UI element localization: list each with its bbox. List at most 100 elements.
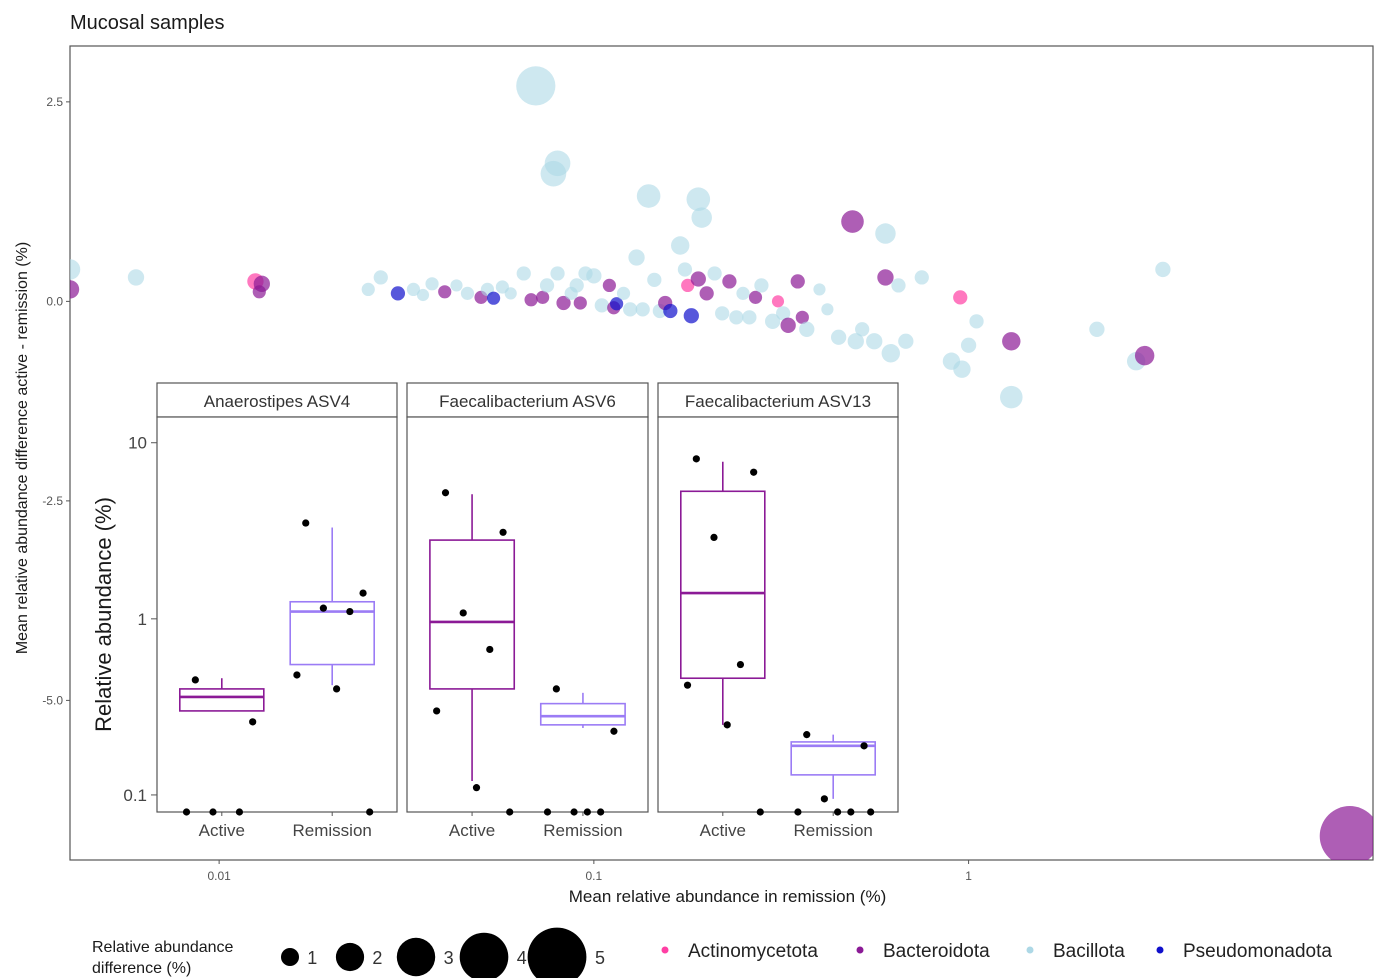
scatter-point bbox=[953, 360, 971, 378]
scatter-point bbox=[460, 286, 475, 300]
y-axis-label: Mean relative abundance difference activ… bbox=[14, 242, 31, 654]
scatter-point bbox=[691, 207, 712, 228]
scatter-point bbox=[813, 283, 826, 296]
scatter-point bbox=[70, 280, 80, 299]
scatter-point bbox=[127, 269, 145, 286]
scatter-point bbox=[1000, 385, 1023, 409]
scatter-point bbox=[722, 274, 737, 289]
facet-strip-label: Faecalibacterium ASV6 bbox=[439, 392, 616, 411]
facet-strip bbox=[657, 382, 899, 418]
scatter-point bbox=[771, 295, 785, 308]
scatter-point bbox=[866, 333, 883, 350]
box-point bbox=[570, 808, 578, 816]
box-point bbox=[820, 795, 828, 803]
scatter-point bbox=[486, 291, 501, 305]
x-axis-label: Mean relative abundance in remission (%) bbox=[569, 887, 887, 906]
scatter-point bbox=[573, 296, 587, 310]
scatter-point bbox=[1319, 806, 1373, 860]
scatter-point bbox=[594, 298, 609, 313]
size-legend-label: 3 bbox=[444, 948, 454, 968]
x-tick-label: 1 bbox=[965, 869, 972, 883]
scatter-point bbox=[616, 286, 631, 300]
size-legend-key bbox=[527, 927, 587, 978]
scatter-point bbox=[780, 317, 796, 333]
scatter-point bbox=[841, 210, 864, 233]
scatter-point bbox=[748, 290, 763, 304]
box-point bbox=[319, 604, 327, 612]
box-point bbox=[736, 660, 745, 669]
x-tick-label: 0.1 bbox=[586, 869, 603, 883]
scatter-point bbox=[524, 293, 538, 307]
box-point bbox=[249, 718, 257, 726]
scatter-point bbox=[891, 278, 906, 293]
scatter-point bbox=[1155, 261, 1171, 278]
inset-x-tick-label: Active bbox=[700, 821, 746, 840]
box-point bbox=[683, 681, 692, 689]
scatter-point bbox=[70, 259, 81, 280]
facet-strip-label: Faecalibacterium ASV13 bbox=[685, 392, 871, 411]
box-point bbox=[441, 489, 450, 497]
scatter-point bbox=[953, 290, 968, 305]
box-point bbox=[333, 685, 341, 693]
scatter-point bbox=[847, 333, 864, 350]
scatter-point bbox=[821, 303, 834, 316]
scatter-point bbox=[450, 279, 463, 292]
color-legend-key bbox=[1156, 946, 1164, 954]
inset-x-tick-label: Remission bbox=[794, 821, 873, 840]
size-legend-title: Relative abundance difference (%) bbox=[92, 937, 233, 979]
scatter-point bbox=[914, 270, 929, 285]
scatter-point bbox=[881, 344, 900, 363]
scatter-point bbox=[855, 322, 870, 337]
scatter-point bbox=[765, 313, 781, 329]
inset-y-tick-label: 10 bbox=[128, 434, 147, 453]
scatter-point bbox=[647, 272, 662, 287]
box-point bbox=[597, 808, 605, 816]
scatter-point bbox=[406, 282, 421, 297]
box-point bbox=[433, 707, 441, 715]
box-point bbox=[583, 808, 591, 816]
scatter-point bbox=[681, 278, 695, 293]
scatter-point bbox=[539, 278, 555, 293]
scatter-point bbox=[776, 306, 791, 321]
scatter-point bbox=[628, 249, 645, 266]
box-point bbox=[486, 645, 494, 654]
scatter-point bbox=[373, 270, 388, 285]
scatter-points bbox=[70, 66, 1373, 860]
scatter-point bbox=[877, 269, 894, 286]
scatter-point bbox=[677, 262, 693, 277]
scatter-point bbox=[361, 282, 375, 297]
x-tick-label: 0.01 bbox=[207, 869, 231, 883]
box-point bbox=[182, 808, 191, 816]
scatter-point bbox=[390, 286, 406, 301]
color-legend-label: Bacillota bbox=[1053, 941, 1125, 962]
scatter-point bbox=[830, 329, 847, 345]
box-point bbox=[209, 808, 217, 816]
box-body bbox=[179, 688, 265, 712]
scatter-point bbox=[699, 286, 714, 301]
box-body bbox=[429, 539, 516, 690]
scatter-point bbox=[416, 288, 430, 302]
y-tick-label: -5.0 bbox=[42, 693, 63, 707]
size-legend-label: 2 bbox=[372, 948, 382, 968]
size-legend-title-line1: Relative abundance bbox=[92, 939, 234, 956]
scatter-point bbox=[690, 271, 706, 287]
scatter-point bbox=[569, 278, 584, 293]
scatter-point bbox=[875, 223, 896, 244]
box-point bbox=[794, 808, 802, 816]
box-point bbox=[552, 685, 560, 693]
scatter-point bbox=[707, 266, 722, 281]
scatter-point bbox=[252, 285, 266, 299]
box-point bbox=[756, 808, 764, 816]
scatter-point bbox=[623, 302, 638, 317]
inset-y-tick-label: 1 bbox=[138, 610, 147, 629]
box-body bbox=[679, 490, 766, 680]
chart-title: Mucosal samples bbox=[70, 12, 225, 34]
scatter-point bbox=[438, 285, 452, 299]
scatter-point bbox=[754, 278, 769, 293]
scatter-point bbox=[898, 333, 914, 349]
box-body bbox=[539, 702, 626, 726]
box-point bbox=[472, 784, 481, 792]
inset-x-tick-label: Remission bbox=[293, 821, 372, 840]
box-point bbox=[366, 808, 374, 816]
scatter-point bbox=[536, 290, 550, 304]
